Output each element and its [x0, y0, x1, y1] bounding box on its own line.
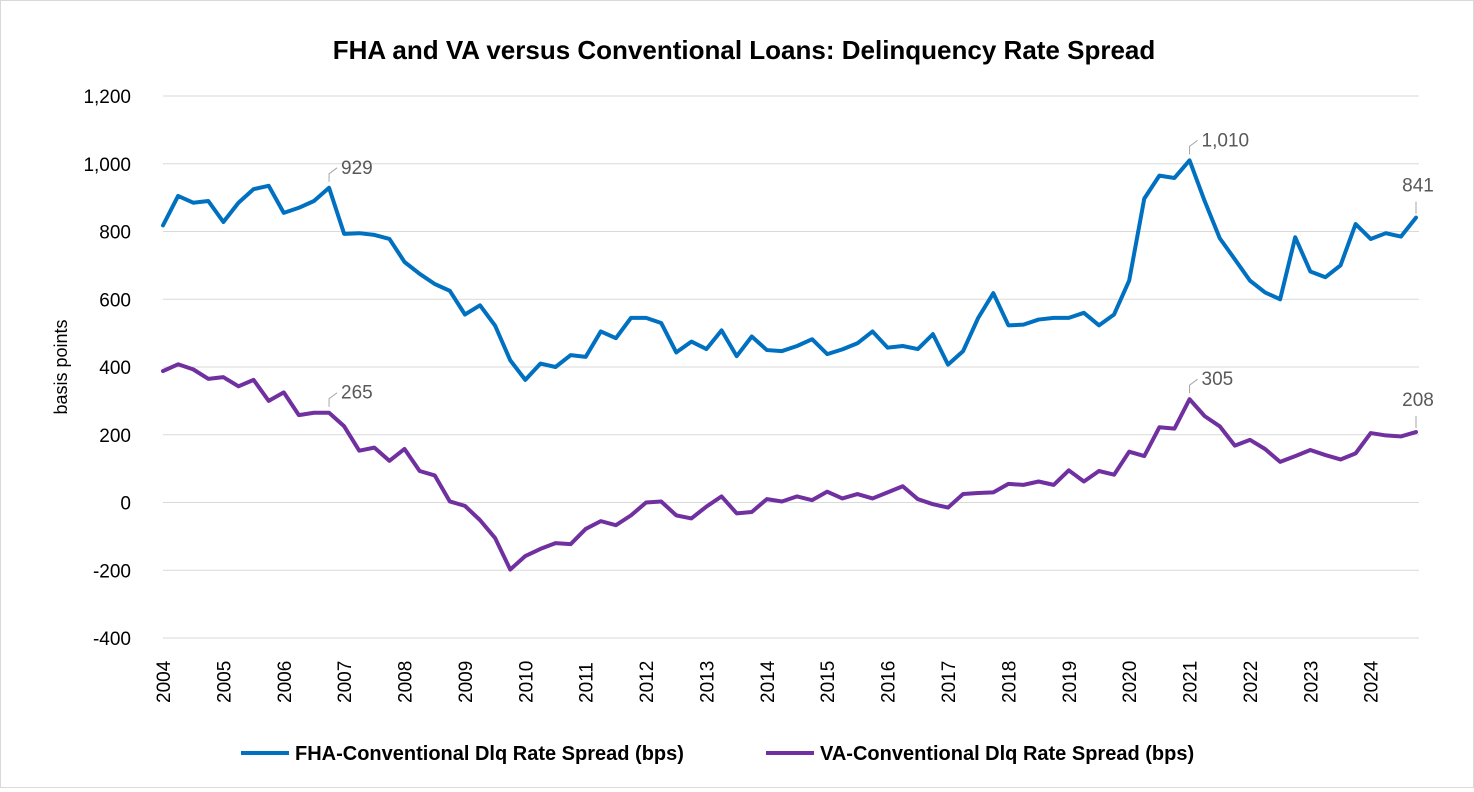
x-tick-label: 2014 — [758, 660, 779, 703]
x-tick-label: 2007 — [335, 661, 356, 703]
x-tick-label: 2022 — [1241, 661, 1262, 703]
x-tick-label: 2011 — [577, 662, 598, 703]
x-tick-label: 2013 — [697, 661, 718, 703]
legend: FHA-Conventional Dlq Rate Spread (bps) VA… — [241, 743, 1194, 765]
y-tick-label: 0 — [120, 494, 131, 515]
x-tick-label: 2010 — [516, 661, 537, 703]
x-tick-label: 2006 — [275, 661, 296, 703]
legend-label: VA-Conventional Dlq Rate Spread (bps) — [820, 743, 1194, 765]
x-tick-label: 2005 — [214, 661, 235, 703]
y-tick-label: 600 — [99, 290, 131, 311]
x-tick-label: 2009 — [456, 661, 477, 703]
x-tick-label: 2012 — [637, 661, 658, 703]
data-label: 305 — [1202, 369, 1234, 390]
data-annotations: 929 1,010 841 265 305 208 — [328, 130, 1434, 429]
y-axis-label: basis points — [51, 319, 71, 414]
series-lines — [161, 158, 1418, 572]
data-label: 265 — [341, 383, 373, 404]
y-tick-label: 1,000 — [83, 155, 131, 176]
x-tick-label: 2008 — [396, 661, 417, 703]
x-tick-label: 2004 — [154, 660, 175, 703]
x-tick-label: 2024 — [1362, 660, 1383, 703]
data-label: 208 — [1402, 390, 1434, 411]
x-tick-label: 2018 — [999, 661, 1020, 703]
y-tick-label: -400 — [93, 629, 131, 650]
x-tick-label: 2023 — [1301, 661, 1322, 703]
x-tick-label: 2016 — [879, 661, 900, 703]
y-axis-ticks: -400 -200 0 200 400 600 800 1,000 1,200 — [83, 87, 131, 650]
y-tick-label: 400 — [99, 358, 131, 379]
data-label: 1,010 — [1202, 130, 1250, 151]
annotation-leader — [328, 167, 338, 182]
y-tick-label: 1,200 — [83, 87, 131, 108]
y-tick-label: -200 — [93, 561, 131, 582]
y-tick-label: 800 — [99, 223, 131, 244]
series-line-fha — [161, 158, 1418, 382]
series-line-va — [161, 362, 1418, 572]
x-tick-label: 2021 — [1181, 661, 1202, 703]
data-label: 929 — [341, 158, 373, 179]
chart-title: FHA and VA versus Conventional Loans: De… — [333, 35, 1156, 65]
gridlines — [163, 95, 1419, 639]
x-tick-label: 2015 — [818, 661, 839, 703]
x-tick-label: 2019 — [1060, 661, 1081, 703]
x-axis-ticks: 2004 2005 2006 2007 2008 2009 2010 2011 2012 2013… — [154, 660, 1383, 703]
annotation-leader — [1189, 139, 1198, 155]
annotation-leader — [328, 392, 338, 407]
x-tick-label: 2020 — [1120, 661, 1141, 703]
y-tick-label: 200 — [99, 426, 131, 447]
x-tick-label: 2017 — [939, 661, 960, 703]
data-label: 841 — [1402, 176, 1434, 197]
legend-label: FHA-Conventional Dlq Rate Spread (bps) — [295, 743, 684, 765]
annotation-leader — [1189, 378, 1198, 394]
